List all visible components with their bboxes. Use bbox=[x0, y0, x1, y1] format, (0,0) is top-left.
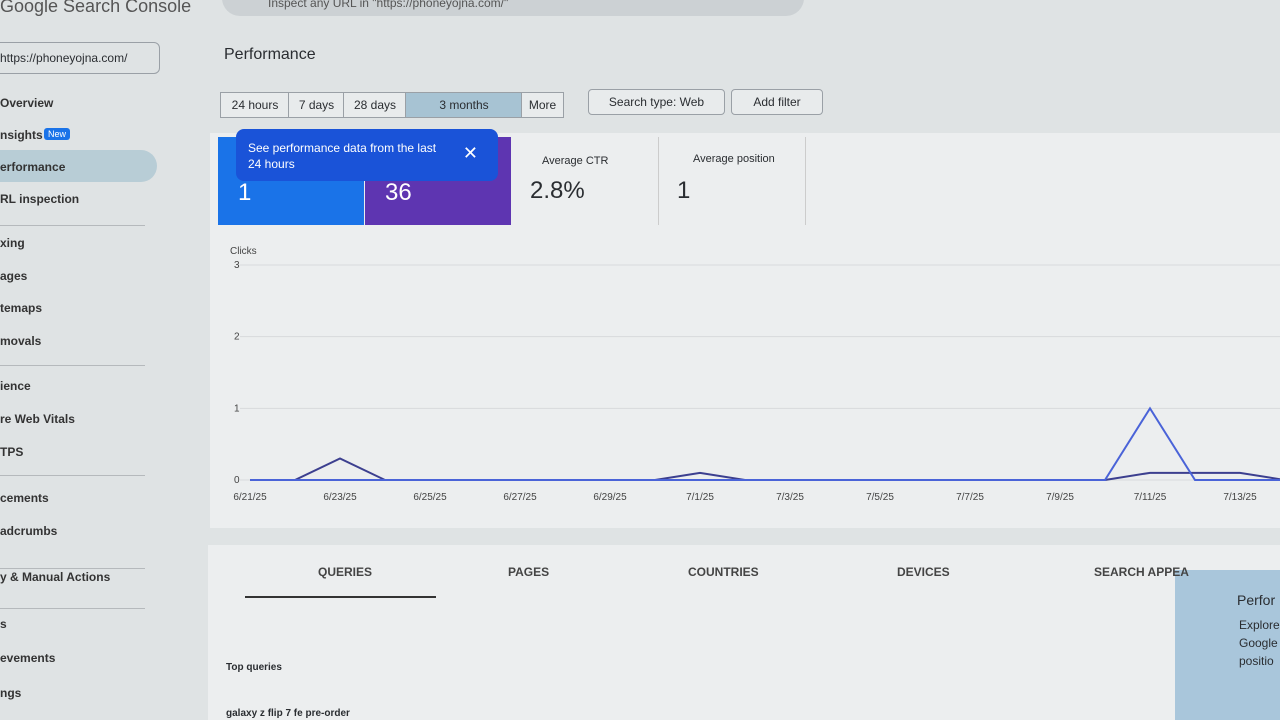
filter-button[interactable]: Add filter bbox=[731, 89, 823, 115]
nav-divider bbox=[0, 475, 145, 476]
x-tick-label: 7/5/25 bbox=[866, 492, 894, 503]
tab[interactable]: PAGES bbox=[508, 565, 550, 579]
table-panel bbox=[208, 545, 1280, 720]
x-tick-label: 7/13/25 bbox=[1223, 492, 1257, 503]
nav-item: evements bbox=[0, 651, 56, 665]
nav-item: xing bbox=[0, 236, 25, 250]
tab[interactable]: COUNTRIES bbox=[688, 565, 759, 579]
x-tick-label: 7/11/25 bbox=[1134, 492, 1167, 503]
date-button[interactable]: 7 days bbox=[288, 92, 345, 118]
nav-item: s bbox=[0, 617, 7, 631]
card-value: 1 bbox=[677, 177, 691, 204]
tooltip: See performance data from the last 24 ho… bbox=[236, 129, 498, 181]
nav-item: nsights bbox=[0, 128, 43, 142]
y-tick-label: 3 bbox=[234, 260, 240, 271]
nav-divider bbox=[0, 365, 145, 366]
nav-item: ngs bbox=[0, 686, 22, 700]
x-tick-label: 6/27/25 bbox=[503, 492, 537, 503]
line-series bbox=[250, 406, 1280, 481]
tab-underline bbox=[245, 596, 436, 598]
side-line: Explore bbox=[1239, 618, 1280, 632]
nav-item: movals bbox=[0, 334, 42, 348]
side-line: positio bbox=[1239, 654, 1274, 668]
date-button[interactable]: 3 months bbox=[405, 92, 523, 118]
table-row: galaxy z flip 7 fe pre-order bbox=[226, 708, 350, 719]
close-icon[interactable]: ✕ bbox=[462, 143, 478, 163]
side-title: Perfor bbox=[1237, 592, 1276, 608]
nav-item: erformance bbox=[0, 160, 66, 174]
chart: Clicks 0 1 2 3 6/21/25 6/23/25 6/25/25 6/27/25 6/… bbox=[230, 246, 1280, 503]
card-value: 1 bbox=[238, 179, 252, 206]
side-line: Google bbox=[1239, 636, 1278, 650]
nav-item: ience bbox=[0, 379, 31, 393]
y-tick-label: 2 bbox=[234, 332, 240, 343]
position-card[interactable]: Average position 1 bbox=[659, 137, 806, 225]
x-tick-label: 6/29/25 bbox=[593, 492, 627, 503]
nav-divider bbox=[0, 568, 145, 569]
tab[interactable]: SEARCH APPEA bbox=[1094, 565, 1189, 579]
x-tick-label: 6/23/25 bbox=[323, 492, 357, 503]
nav-item: cements bbox=[0, 491, 49, 505]
nav-active bbox=[0, 150, 157, 182]
date-button[interactable]: 28 days bbox=[343, 92, 407, 118]
table-heading: Top queries bbox=[226, 662, 282, 673]
nav-item: Overview bbox=[0, 96, 54, 110]
property-url: https://phoneyojna.com/ bbox=[0, 51, 128, 65]
nav-divider bbox=[0, 225, 145, 226]
card-label: Average CTR bbox=[542, 155, 609, 167]
nav-item: adcrumbs bbox=[0, 524, 58, 538]
filter-button[interactable]: Search type: Web bbox=[588, 89, 725, 115]
property-selector[interactable] bbox=[0, 42, 160, 74]
nav-item: y & Manual Actions bbox=[0, 570, 111, 584]
nav-item: ages bbox=[0, 269, 28, 283]
tab[interactable]: DEVICES bbox=[897, 565, 950, 579]
x-tick-label: 7/3/25 bbox=[776, 492, 804, 503]
card-label: Average position bbox=[693, 153, 775, 165]
side-panel: Perfor Explore Google positio bbox=[1175, 570, 1280, 720]
y-axis-label: Clicks bbox=[230, 246, 257, 257]
x-tick-label: 7/9/25 bbox=[1046, 492, 1074, 503]
x-tick-label: 6/21/25 bbox=[233, 492, 267, 503]
ctr-card[interactable]: Average CTR 2.8% bbox=[512, 137, 659, 225]
tab[interactable]: QUERIES bbox=[318, 565, 373, 579]
search-placeholder: Inspect any URL in "https://phoneyojna.c… bbox=[268, 0, 509, 10]
nav-item: re Web Vitals bbox=[0, 412, 75, 426]
search-bar[interactable] bbox=[222, 0, 804, 16]
line-series bbox=[250, 457, 1280, 481]
new-badge: New bbox=[44, 128, 71, 140]
logo: Google Search Console bbox=[0, 0, 192, 16]
tooltip-text: See performance data from the last 24 ho… bbox=[248, 141, 437, 171]
date-button[interactable]: More bbox=[521, 92, 564, 118]
x-tick-label: 6/25/25 bbox=[413, 492, 447, 503]
y-tick-label: 1 bbox=[234, 403, 240, 414]
y-tick-label: 0 bbox=[234, 475, 240, 486]
nav-item: TPS bbox=[0, 445, 24, 459]
date-button[interactable]: 24 hours bbox=[220, 92, 290, 118]
nav-item: RL inspection bbox=[0, 192, 80, 206]
card-value: 36 bbox=[385, 179, 412, 206]
x-tick-label: 7/7/25 bbox=[956, 492, 984, 503]
x-tick-label: 7/1/25 bbox=[686, 492, 714, 503]
card-value: 2.8% bbox=[530, 177, 585, 204]
nav-divider bbox=[0, 608, 145, 609]
nav-item: temaps bbox=[0, 301, 43, 315]
page-title: Performance bbox=[224, 46, 316, 63]
